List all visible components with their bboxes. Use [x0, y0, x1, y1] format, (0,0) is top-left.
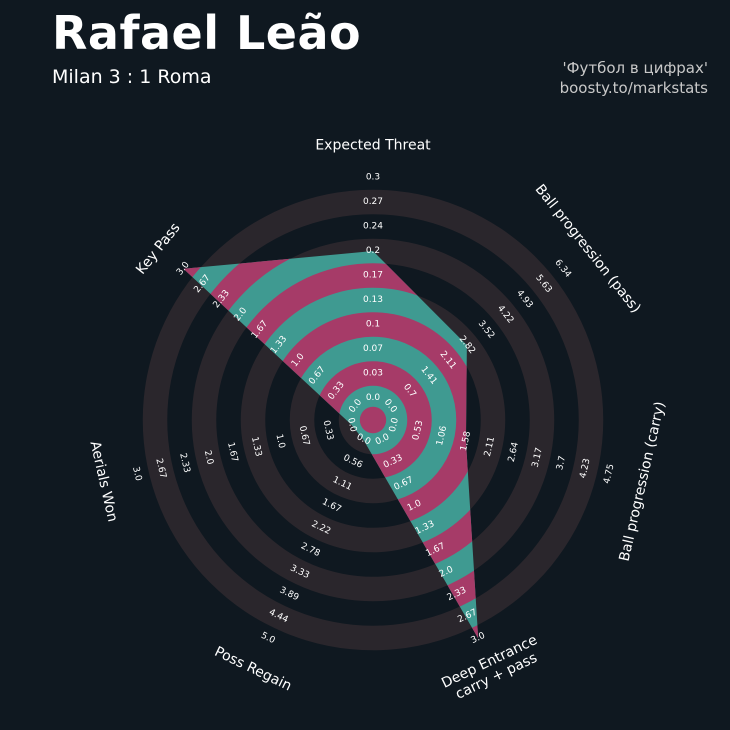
tick-label: 2.0 [202, 450, 215, 466]
tick-label: 0.03 [363, 369, 383, 379]
tick-label: 0.33 [321, 419, 335, 441]
tick-label: 4.23 [578, 458, 592, 480]
tick-label: 3.89 [278, 585, 301, 603]
param-label-line: Expected Threat [315, 138, 431, 154]
credit-block: 'Футбол в цифрах' boosty.to/markstats [560, 58, 708, 98]
param-label: Poss Regain [212, 644, 294, 695]
param-label: Ball progression (carry) [617, 400, 669, 563]
tick-label: 4.93 [514, 288, 534, 310]
tick-label: 1.67 [225, 441, 239, 463]
tick-label: 0.1 [366, 320, 380, 330]
tick-label: 0.24 [363, 222, 383, 232]
credit-channel-name: 'Футбол в цифрах' [562, 59, 708, 77]
tick-label: 3.0 [175, 260, 192, 278]
tick-label: 3.7 [555, 455, 568, 471]
param-label: Expected Threat [315, 138, 431, 154]
param-label-line: Poss Regain [212, 644, 294, 695]
value-polygon [183, 251, 479, 639]
tick-label: 0.67 [297, 425, 311, 447]
player-name-title: Rafael Leão [52, 6, 362, 60]
tick-label: 1.0 [273, 433, 286, 449]
tick-label: 0.2 [366, 246, 380, 256]
param-label-line: Aerials Won [86, 440, 120, 524]
tick-label: 1.33 [249, 436, 263, 458]
tick-label: 0.0 [345, 417, 358, 433]
tick-label: 0.0 [366, 393, 381, 403]
tick-label: 1.67 [320, 497, 342, 515]
match-subtitle: Milan 3 : 1 Roma [52, 66, 212, 88]
tick-label: 3.17 [531, 447, 545, 469]
tick-label: 0.17 [363, 271, 383, 281]
tick-label: 4.75 [602, 463, 616, 485]
tick-label: 3.0 [470, 631, 487, 646]
tick-label: 6.34 [552, 258, 572, 280]
tick-label: 0.53 [411, 419, 425, 441]
tick-label: 0.07 [363, 344, 383, 354]
tick-label: 5.0 [259, 631, 276, 646]
tick-label: 2.67 [153, 458, 167, 480]
tick-label: 1.06 [435, 425, 449, 447]
tick-label: 2.64 [507, 441, 521, 463]
tick-label: 1.58 [459, 430, 473, 452]
tick-label: 0.27 [363, 197, 383, 207]
tick-label: 2.33 [177, 452, 191, 474]
param-label: Deep Entrancecarry + pass [439, 632, 547, 706]
tick-label: 2.78 [299, 541, 322, 559]
param-label: Aerials Won [86, 440, 120, 524]
tick-label: 0.3 [366, 173, 380, 183]
tick-label: 3.52 [476, 319, 496, 341]
value-polygon-band [359, 406, 387, 434]
tick-label: 0.0 [388, 417, 401, 433]
credit-url: boosty.to/markstats [559, 79, 708, 97]
tick-label: 3.0 [130, 466, 143, 482]
tick-label: 0.13 [363, 295, 383, 305]
tick-label: 0.56 [342, 453, 365, 471]
tick-labels: 0.0 0.03 0.07 0.1 0.13 0.17 0.2 0.24 0.27 0.3 0.0 0… [130, 173, 616, 647]
tick-label: 2.11 [483, 436, 497, 458]
param-label-line: Ball progression (carry) [617, 400, 669, 563]
